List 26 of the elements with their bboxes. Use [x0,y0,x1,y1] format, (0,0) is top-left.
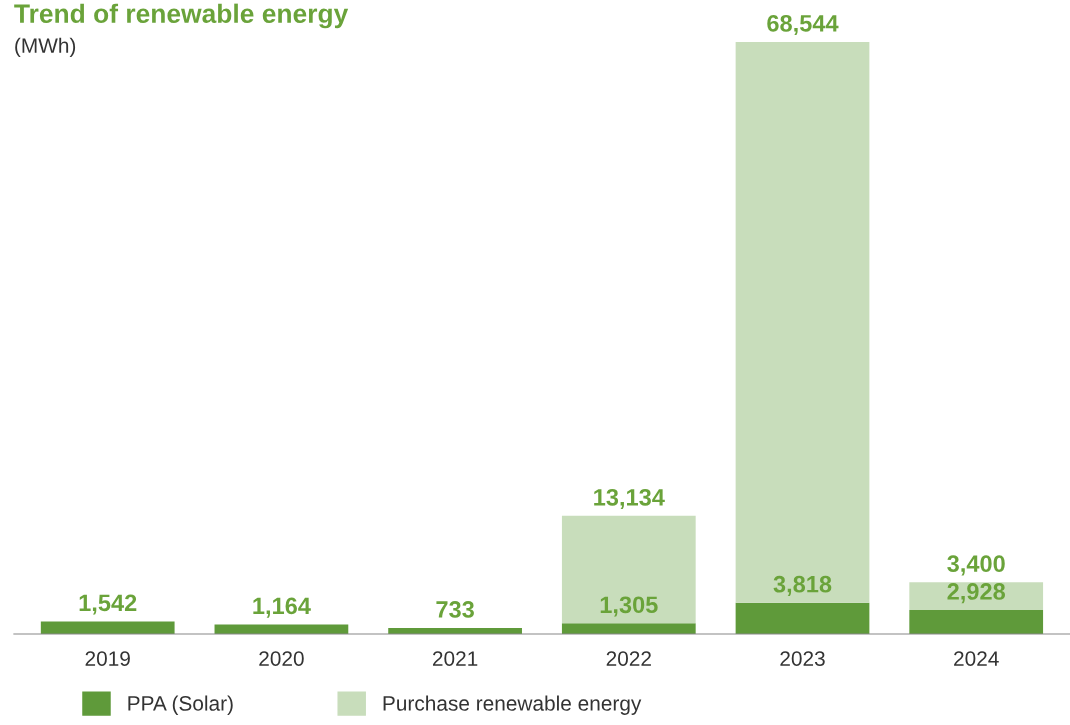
data-label: 1,164 [253,597,311,618]
x-tick-label: 2020 [259,651,304,666]
data-label: 3,818 [773,575,832,596]
bar [561,515,696,624]
data-label: 13,134 [594,488,665,510]
bar [735,41,870,603]
bar [40,621,175,635]
legend-label: Purchase renewable energy [383,695,642,715]
bar [909,610,1044,635]
data-label: 1,305 [600,596,658,617]
legend-label: PPA (Solar) [128,695,233,715]
data-label: 2,928 [947,583,1006,604]
bar [735,602,870,635]
bar [561,623,696,635]
data-label: 1,542 [79,594,137,615]
x-tick-label: 2019 [85,651,130,666]
data-label: 3,400 [947,555,1005,576]
x-tick-label: 2023 [780,651,825,666]
data-label: 733 [436,601,474,618]
data-label: 68,544 [767,14,839,36]
chart-subtitle: (MWh) [15,37,76,58]
x-tick-label: 2024 [954,651,999,666]
chart-title: Trend of renewable energy [14,3,349,29]
bar [214,624,349,635]
x-tick-label: 2021 [432,651,478,666]
x-tick-label: 2022 [606,651,651,666]
